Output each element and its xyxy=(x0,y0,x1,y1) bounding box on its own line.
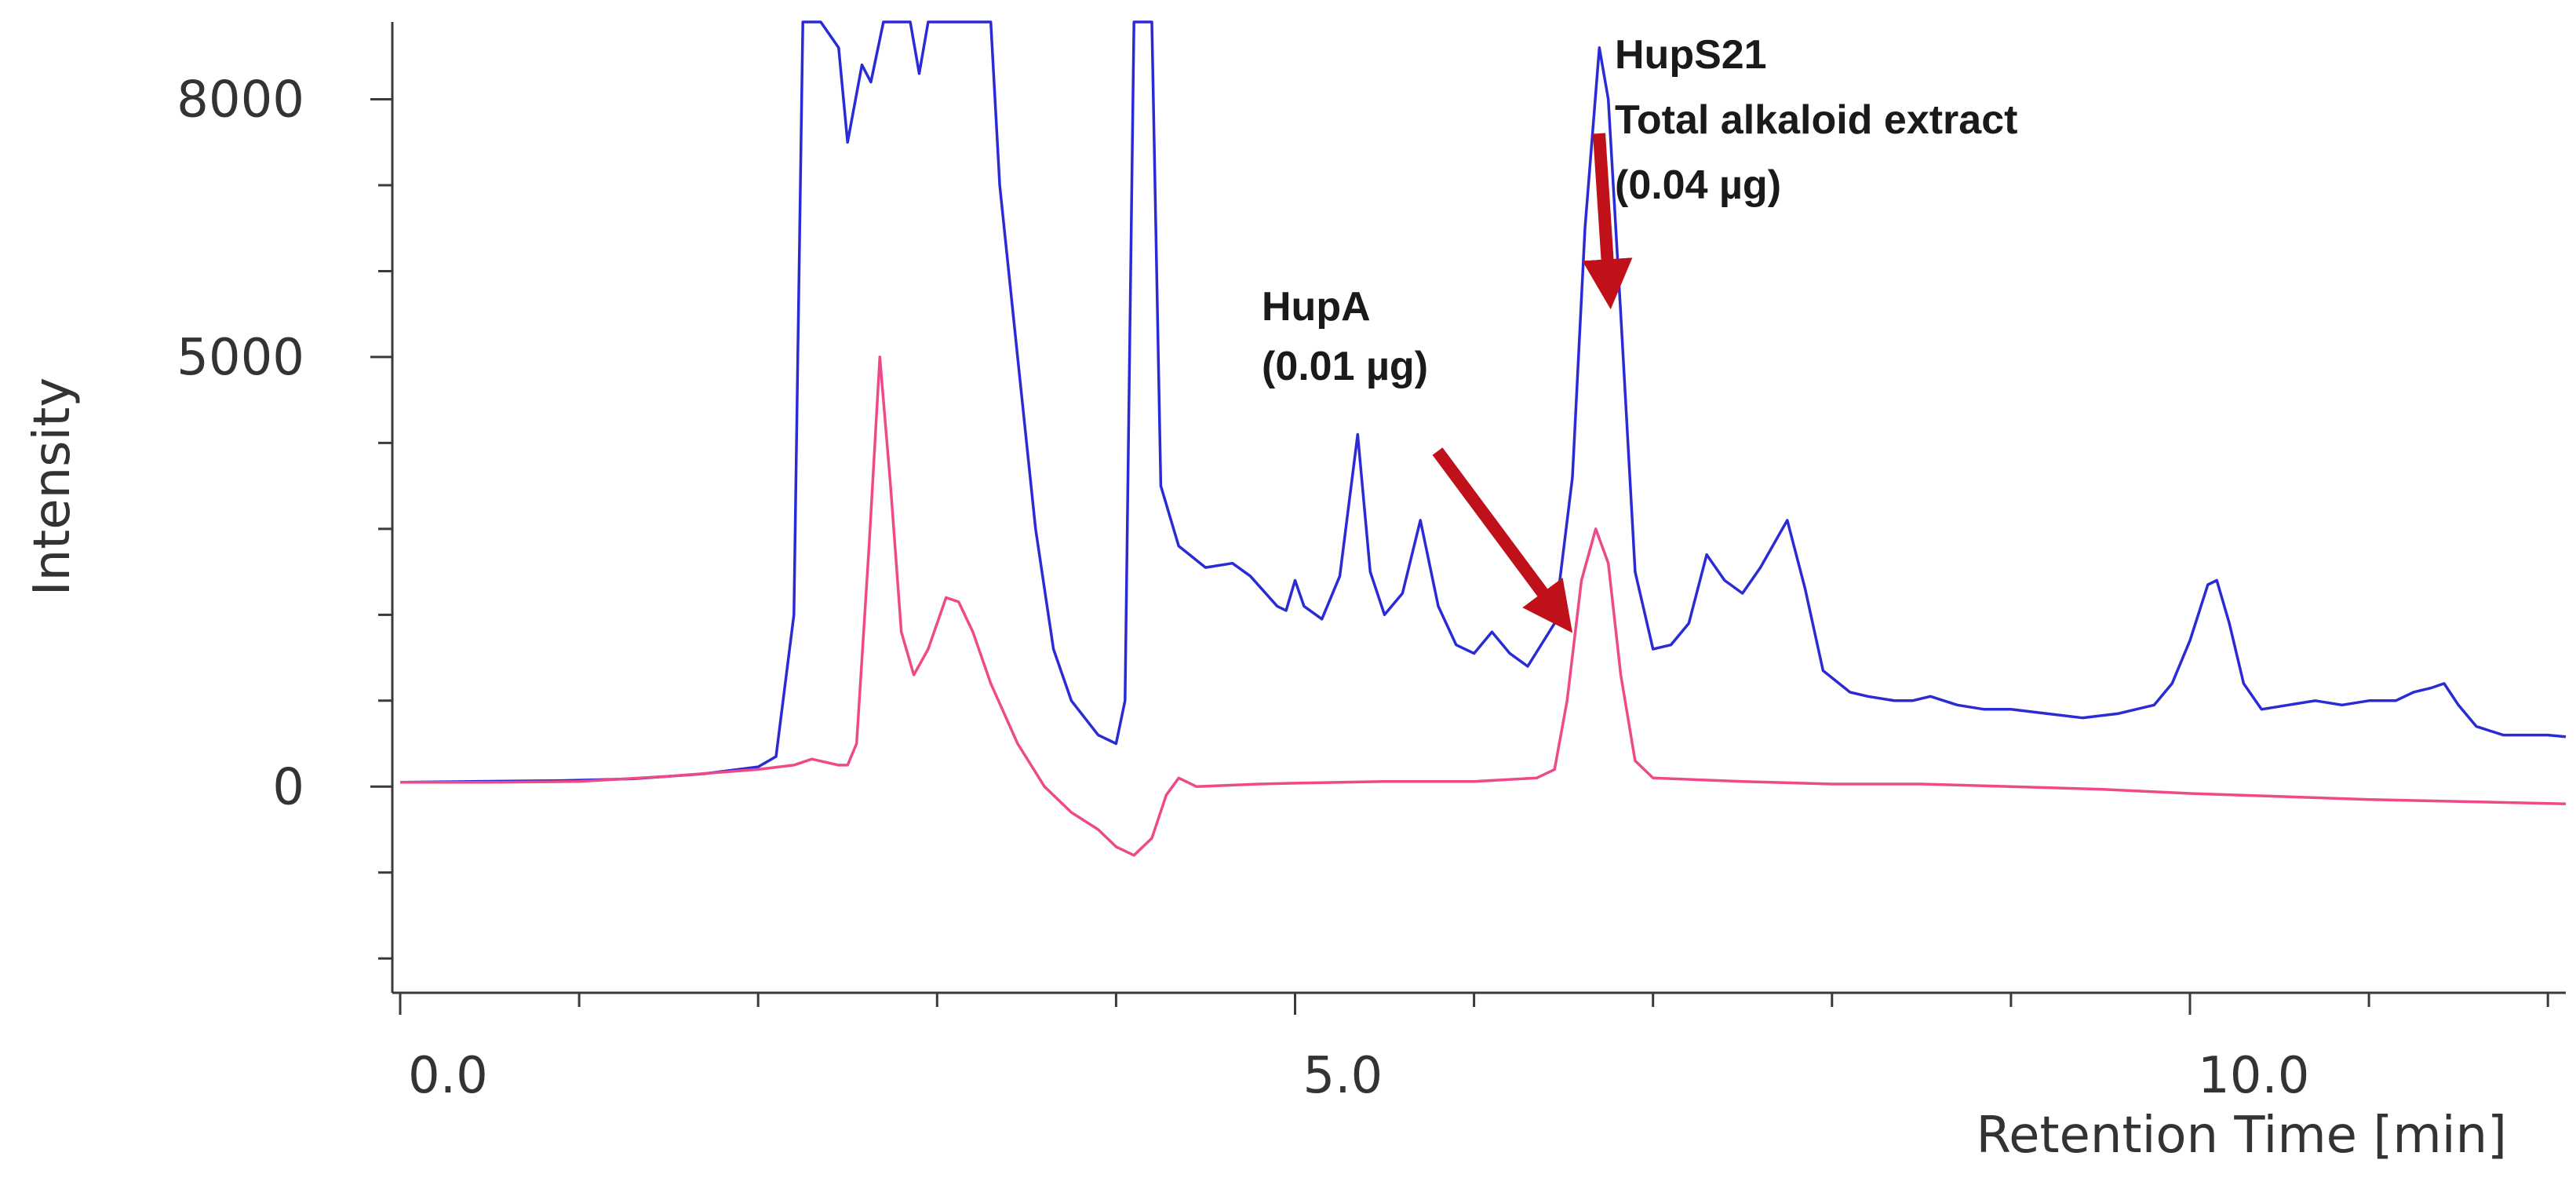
annotation-text: HupA xyxy=(1262,284,1371,330)
y-axis-title: Intensity xyxy=(24,377,82,596)
y-tick-label: 0 xyxy=(272,758,304,816)
y-tick-label: 8000 xyxy=(177,71,304,129)
x-tick-labels: 0.0 5.0 10.0 xyxy=(408,1047,2309,1105)
series-layer xyxy=(399,20,2567,857)
annotation-arrow xyxy=(1432,447,1573,633)
x-tick-label: 0.0 xyxy=(408,1047,488,1105)
series-line-1 xyxy=(399,20,2567,784)
x-tick-label: 5.0 xyxy=(1303,1047,1383,1105)
y-tick-labels: 0 5000 8000 xyxy=(177,71,304,817)
annotation-arrow xyxy=(1582,133,1633,310)
y-minor-ticks xyxy=(370,98,392,960)
x-axis-title: Retention Time [min] xyxy=(1976,1107,2507,1165)
annotation-2: HupS21 Total alkaloid extract (0.04 µg) xyxy=(1582,32,2017,310)
series-line-2 xyxy=(400,356,2567,857)
x-minor-ticks xyxy=(399,993,2549,1015)
annotation-layer: HupA (0.01 µg) HupS21 Total alkaloid extrac… xyxy=(1262,32,2017,633)
y-tick-label: 5000 xyxy=(177,329,304,387)
axes-group: 0 5000 8000 0.0 5.0 10.0 xyxy=(177,22,2566,1105)
annotation-text: (0.01 µg) xyxy=(1262,344,1428,389)
annotation-text: Total alkaloid extract xyxy=(1615,97,2017,143)
annotation-1: HupA (0.01 µg) xyxy=(1262,284,1573,633)
annotation-text: (0.04 µg) xyxy=(1615,162,1781,208)
x-tick-label: 10.0 xyxy=(2198,1047,2310,1105)
annotation-text: HupS21 xyxy=(1615,32,1767,78)
